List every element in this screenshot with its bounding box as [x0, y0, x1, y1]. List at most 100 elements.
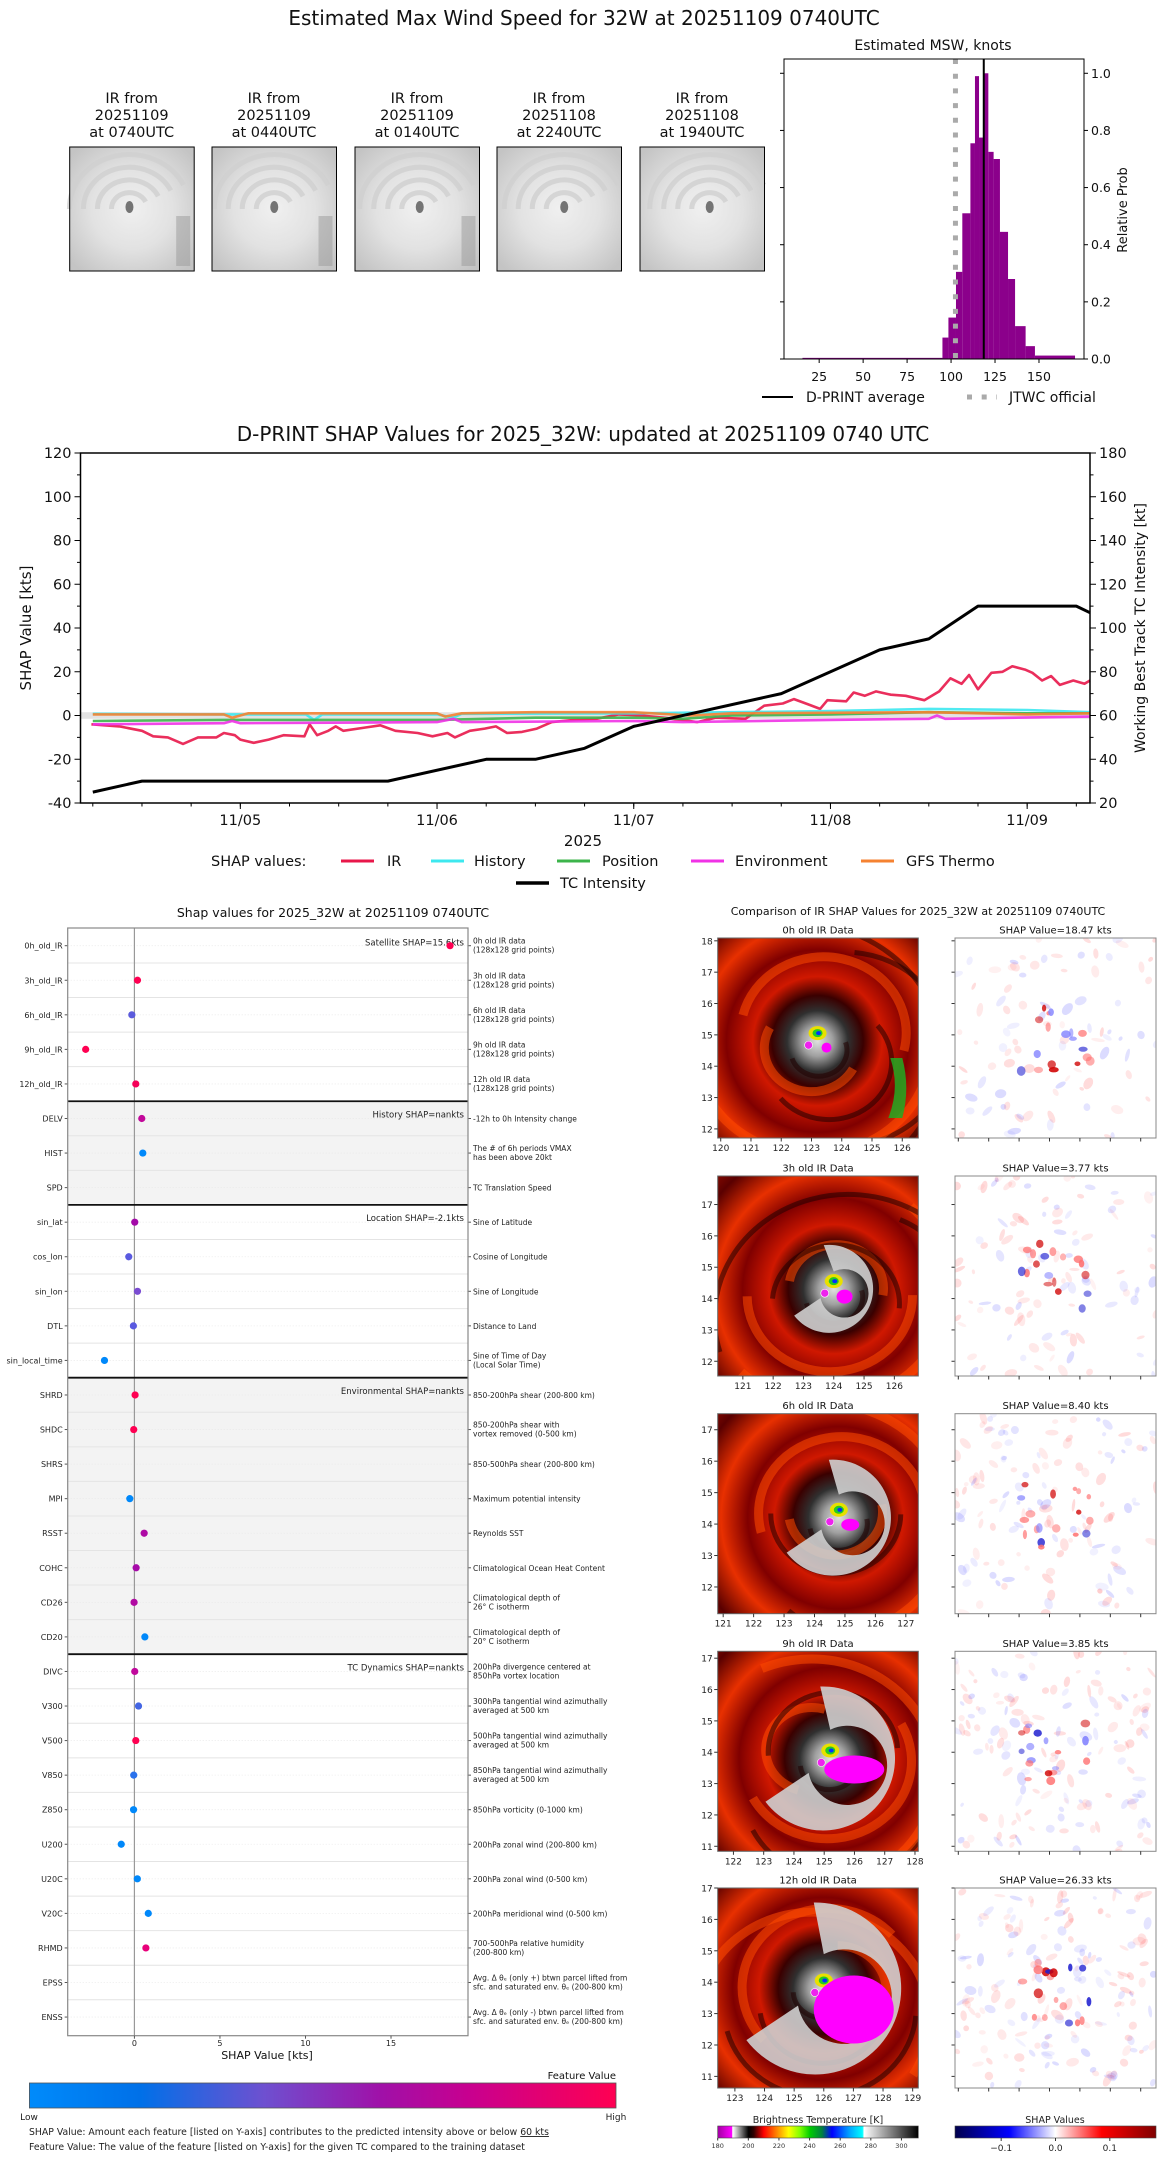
feature-dot-COHC	[132, 1564, 140, 1572]
shap-blob	[1000, 1103, 1007, 1110]
shap-blob	[1125, 1908, 1136, 1915]
shap-blob	[1014, 2079, 1022, 2088]
shap-blob	[1137, 1933, 1147, 1944]
shap-blob	[955, 1314, 962, 1322]
shap-blob	[1001, 1234, 1014, 1245]
cloud-band	[225, 164, 318, 210]
shap-blob	[1032, 1714, 1045, 1721]
shap-blob	[963, 1481, 969, 1487]
shap-blob	[1045, 1824, 1055, 1833]
shap-blob	[1003, 1005, 1011, 1015]
feature-dot-9h_old_IR	[82, 1045, 90, 1053]
shap-blob-strong	[1083, 1290, 1092, 1297]
shap-blob	[1046, 1119, 1054, 1131]
cloud-band	[357, 152, 476, 210]
shap-blob-strong	[1045, 1022, 1051, 1032]
histogram-bar	[999, 231, 1009, 359]
shap-blob	[967, 1713, 975, 1719]
shap-blob-strong	[1016, 1066, 1026, 1076]
shap-blob	[955, 1499, 961, 1509]
shap-blob	[1091, 2070, 1100, 2077]
shap-blob	[1129, 2047, 1138, 2053]
shap-blob	[1051, 2009, 1064, 2021]
feature-description: 850hPa tangential wind azimuthally averag…	[473, 1766, 608, 1784]
shap-blob	[1081, 1467, 1090, 1478]
cloud-band	[501, 152, 621, 210]
shap-blob	[980, 1180, 988, 1194]
shap-blob	[1125, 1739, 1135, 1748]
shap-blob	[1082, 1522, 1087, 1530]
shap-blob	[1029, 960, 1040, 970]
shap-blob	[1112, 1563, 1122, 1570]
shap-blob	[1000, 1670, 1009, 1679]
shap-blob-strong	[1079, 1964, 1087, 1972]
feature-description-line: Avg. Δ θₑ (only -) btwn parcel lifted fr…	[473, 2008, 624, 2017]
shap-blob	[1134, 1894, 1141, 1903]
shap-blob	[1000, 1455, 1007, 1463]
shap-blob-strong	[1086, 1516, 1094, 1525]
shap-blob	[1004, 1369, 1018, 1376]
cloud-band	[253, 190, 293, 210]
shap-colorbar-label: SHAP Values	[1025, 2115, 1085, 2126]
thumbnail-date: 20251109	[95, 108, 169, 124]
feature-description-line: 850hPa tangential wind azimuthally	[473, 1766, 608, 1775]
shap-blob	[1024, 1809, 1032, 1816]
shap-blob	[1113, 1565, 1127, 1575]
shap-blob	[1075, 1332, 1085, 1344]
shap-blob	[1094, 1712, 1100, 1717]
feature-label: CD20	[41, 1633, 63, 1642]
shap-blob	[1042, 1211, 1047, 1217]
shap-blob	[1026, 1943, 1037, 1956]
coldest-cloud-top	[836, 1289, 853, 1304]
shap-blob	[1095, 1957, 1102, 1962]
shap-blob-strong	[1029, 1249, 1037, 1259]
shap-blob	[1118, 1432, 1131, 1437]
shap-blob	[955, 1487, 960, 1498]
shap-blob	[1053, 1229, 1067, 1235]
shap-blob	[975, 2012, 981, 2019]
shap-blob	[1136, 1727, 1143, 1736]
msw-histogram: Estimated MSW, knots 25 50 75 100 125 150 0.0 0.…	[762, 38, 1131, 406]
shap-blob	[1135, 1891, 1143, 1900]
y-tick-label: 0.0	[1091, 352, 1111, 367]
shap-values-colorbar	[954, 2125, 1157, 2139]
shap-blob	[1129, 1990, 1135, 1996]
shap-blob	[1121, 1449, 1126, 1454]
shap-blob	[1068, 1537, 1074, 1543]
shap-blob	[1075, 1462, 1084, 1472]
feature-label: sin_lat	[37, 1218, 63, 1227]
shap-blob	[1019, 972, 1027, 978]
shap-blob	[1144, 1191, 1154, 1204]
shap-blob	[1002, 1767, 1013, 1777]
warm-core-blue	[828, 1748, 834, 1753]
shap-blob	[1149, 1435, 1156, 1445]
shap-blob-strong	[1080, 1719, 1091, 1728]
shap-blob	[1058, 1040, 1067, 1051]
shap-blob	[1033, 1365, 1044, 1371]
shap-blob-strong	[1031, 2013, 1037, 2021]
shap-blob	[1114, 2001, 1122, 2008]
feature-description-line: 850hPa vorticity (0-1000 km)	[473, 1806, 583, 1815]
colorbar-high-label: High	[606, 2113, 627, 2123]
coldest-cloud-top	[841, 1518, 860, 1531]
ir-panel-title: 3h old IR Data	[782, 1164, 853, 1175]
cloud-band	[66, 152, 186, 210]
ir-panel: 12h old IR Data SHAP Value=26.33 kts 123 12…	[701, 1876, 1157, 2104]
shap-blob	[1111, 1105, 1124, 1115]
shap-blob	[1138, 2049, 1144, 2054]
histogram-bar	[979, 137, 984, 359]
shap-blob	[1068, 1303, 1076, 1307]
shap-blob	[1115, 940, 1129, 949]
shap-blob	[1110, 1456, 1115, 1464]
shap-blob	[1044, 2061, 1050, 2069]
shap-blob	[1042, 1573, 1054, 1584]
shap-blob	[1077, 1957, 1084, 1965]
shap-blob	[958, 1888, 967, 1896]
shap-blob	[1126, 1586, 1134, 1595]
feature-description: TC Translation Speed	[472, 1184, 552, 1193]
shap-blob-strong	[1017, 1266, 1026, 1277]
feature-description: 850-200hPa shear with vortex removed (0-5…	[473, 1421, 577, 1439]
shap-blob	[973, 1748, 984, 1755]
shap-blob	[1098, 1686, 1104, 1696]
